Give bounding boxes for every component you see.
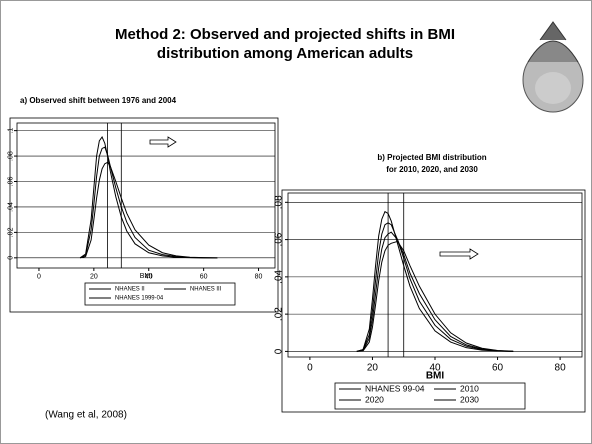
slide-title: Method 2: Observed and projected shifts … — [115, 26, 455, 43]
y-tick-label: .06 — [8, 177, 15, 187]
y-tick-label: .04 — [8, 202, 15, 212]
x-tick-label: 80 — [255, 273, 263, 280]
series-line — [356, 240, 514, 352]
y-tick-label: .02 — [274, 307, 285, 321]
y-tick-label: .02 — [8, 227, 15, 237]
y-tick-label: 0 — [8, 256, 15, 260]
legend-box — [334, 382, 526, 410]
x-axis-title: BMI — [140, 273, 153, 280]
plot-area — [16, 122, 276, 269]
head-photo — [522, 21, 584, 113]
legend-label: NHANES 99-04 — [365, 383, 425, 393]
shift-arrow — [439, 248, 479, 260]
y-tick-label: .04 — [274, 269, 285, 283]
y-tick-label: .06 — [274, 232, 285, 246]
series-line — [356, 222, 514, 352]
slide-title: distribution among American adults — [157, 45, 413, 62]
x-tick-label: 60 — [200, 273, 208, 280]
x-tick-label: 60 — [492, 363, 504, 374]
legend-label: 2030 — [460, 394, 479, 404]
plot-area — [287, 192, 583, 358]
chart: b) Projected BMI distribution for 2010, 2… — [274, 153, 586, 413]
chart-title: for 2010, 2020, and 2030 — [386, 165, 478, 174]
y-tick-label: .08 — [8, 151, 15, 161]
x-tick-label: 40 — [429, 363, 441, 374]
x-tick-label: 0 — [37, 273, 41, 280]
x-tick-label: 40 — [145, 273, 153, 280]
x-tick-label: 0 — [307, 363, 313, 374]
legend-box — [84, 282, 236, 306]
citation: (Wang et al, 2008) — [45, 410, 127, 421]
shift-arrow — [149, 136, 177, 148]
legend-label: 2010 — [460, 383, 479, 393]
legend-label: 2020 — [365, 394, 384, 404]
chart-title: a) Observed shift between 1976 and 2004 — [20, 96, 177, 105]
series-line — [80, 161, 218, 259]
legend-label: NHANES III — [190, 287, 222, 293]
y-tick-label: 0 — [274, 348, 285, 354]
legend-label: NHANES 1999-04 — [115, 296, 164, 302]
x-tick-label: 20 — [90, 273, 98, 280]
chart-title: b) Projected BMI distribution — [377, 153, 486, 162]
y-tick-label: .08 — [274, 195, 285, 209]
series-line — [79, 135, 218, 259]
x-tick-label: 20 — [367, 363, 379, 374]
series-line — [79, 146, 218, 259]
legend-label: NHANES II — [115, 287, 145, 293]
y-tick-label: .1 — [8, 128, 15, 134]
x-axis-title: BMI — [426, 371, 445, 382]
x-tick-label: 80 — [555, 363, 567, 374]
chart: a) Observed shift between 1976 and 2004 0… — [8, 96, 279, 313]
series-line — [356, 231, 514, 352]
